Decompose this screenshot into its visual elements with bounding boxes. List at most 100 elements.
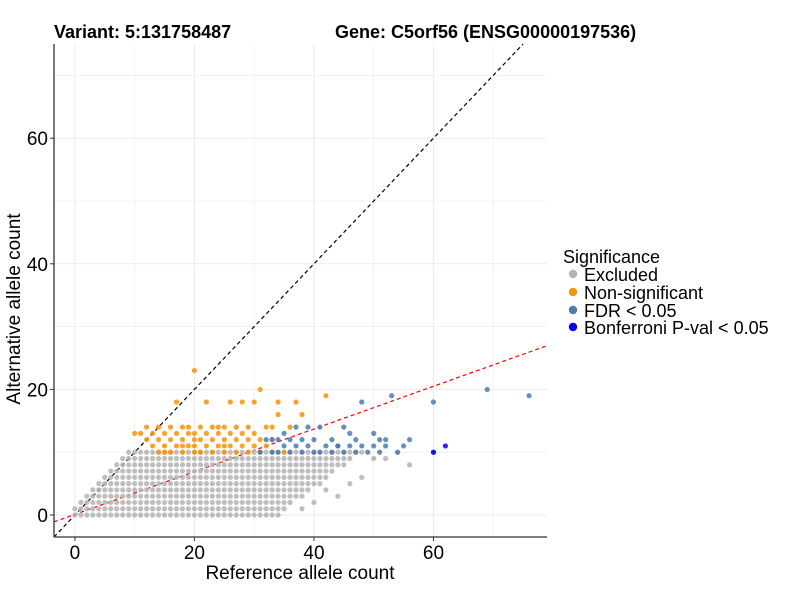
data-point <box>126 468 132 474</box>
data-point <box>167 512 174 518</box>
data-point <box>114 493 120 499</box>
data-point <box>138 455 144 462</box>
data-point <box>317 481 323 487</box>
data-point <box>221 474 227 480</box>
data-point <box>215 481 221 487</box>
data-point <box>191 437 198 443</box>
data-point <box>150 455 156 462</box>
data-point <box>275 499 281 506</box>
data-point <box>191 449 198 455</box>
data-point <box>114 487 120 493</box>
data-point <box>281 455 287 462</box>
data-point <box>209 455 215 462</box>
data-point <box>126 481 132 487</box>
data-point <box>245 424 251 430</box>
data-point <box>395 449 401 455</box>
data-point <box>257 437 263 443</box>
data-point <box>173 512 180 518</box>
data-point <box>203 462 209 468</box>
data-point <box>257 493 263 499</box>
data-point <box>227 481 233 487</box>
data-point <box>227 443 233 449</box>
data-point <box>239 430 245 436</box>
data-point <box>269 474 275 480</box>
data-point <box>155 424 162 430</box>
data-point <box>257 512 263 518</box>
data-point <box>329 462 335 468</box>
data-point <box>197 462 204 468</box>
data-point <box>323 468 329 474</box>
data-point <box>335 493 341 499</box>
data-point <box>203 449 209 455</box>
data-point <box>108 493 114 499</box>
data-point <box>185 474 192 480</box>
data-point <box>144 512 150 518</box>
data-point <box>161 487 168 493</box>
data-point <box>245 512 251 518</box>
data-point <box>269 455 275 462</box>
y-tick-label: 0 <box>37 506 48 527</box>
data-point <box>239 468 245 474</box>
data-point <box>221 468 227 474</box>
data-point <box>161 474 168 480</box>
data-point <box>269 449 275 455</box>
data-point <box>203 506 209 512</box>
data-point <box>126 506 132 512</box>
data-point <box>341 455 347 462</box>
data-point <box>197 512 204 518</box>
data-point <box>227 487 233 493</box>
data-point <box>341 424 347 430</box>
data-point <box>197 449 204 455</box>
data-point <box>155 449 162 455</box>
data-point <box>365 449 371 455</box>
data-point <box>138 474 144 480</box>
data-point <box>203 474 209 480</box>
data-point <box>377 437 383 443</box>
data-point <box>138 481 144 487</box>
data-point <box>245 449 251 455</box>
data-point <box>293 487 299 493</box>
legend-label-non-significant: Non-significant <box>584 283 703 303</box>
data-point <box>263 462 269 468</box>
data-point <box>96 499 102 506</box>
data-point <box>161 506 168 512</box>
data-point <box>114 474 120 480</box>
data-point <box>281 474 287 480</box>
data-point <box>269 468 275 474</box>
data-point <box>132 512 138 518</box>
data-point <box>221 499 227 506</box>
data-point <box>281 449 287 455</box>
data-point <box>150 481 156 487</box>
data-point <box>287 455 293 462</box>
data-point <box>138 512 144 518</box>
data-point <box>138 487 144 493</box>
data-point <box>108 506 114 512</box>
data-point <box>353 437 359 443</box>
data-point <box>299 437 305 443</box>
data-point <box>167 424 174 430</box>
tick-labels: 0 20 40 60 0 20 40 60 <box>27 129 444 564</box>
x-tick-label: 40 <box>303 543 324 564</box>
data-point <box>251 512 257 518</box>
data-point <box>275 506 281 512</box>
data-point <box>305 474 311 480</box>
data-point <box>191 468 198 474</box>
data-point <box>406 437 413 443</box>
data-point <box>275 437 281 443</box>
data-point <box>299 474 305 480</box>
data-point <box>179 455 186 462</box>
data-point <box>191 462 198 468</box>
data-point <box>185 512 192 518</box>
data-point <box>269 493 275 499</box>
data-point <box>144 455 150 462</box>
data-point <box>275 493 281 499</box>
data-point <box>299 449 305 455</box>
data-point <box>191 443 198 449</box>
data-point <box>215 487 221 493</box>
data-point <box>114 512 120 518</box>
data-point <box>90 506 96 512</box>
data-point <box>239 462 245 468</box>
data-point <box>233 437 239 443</box>
data-point <box>126 462 132 468</box>
data-point <box>245 468 251 474</box>
